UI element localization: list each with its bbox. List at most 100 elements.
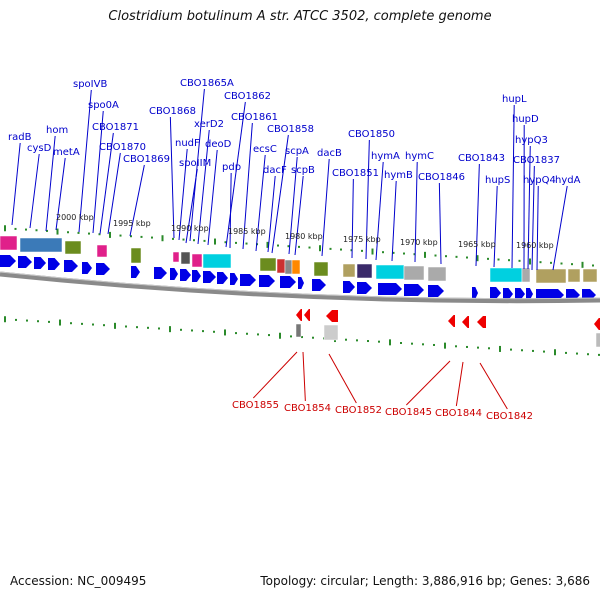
feature-box <box>403 265 425 281</box>
forward-gene-arrow <box>240 274 256 286</box>
forward-leader-line <box>375 161 384 261</box>
inner-tick <box>114 322 116 329</box>
inner-tick <box>103 324 105 327</box>
forward-leader-line <box>414 161 418 263</box>
outer-tick <box>539 261 542 264</box>
inner-tick <box>543 350 545 353</box>
forward-gene-label: hypQ4 <box>523 175 556 186</box>
feature-box <box>295 323 302 338</box>
forward-leader-line <box>45 135 56 232</box>
forward-leader-line <box>189 88 205 242</box>
inner-tick <box>202 330 204 333</box>
inner-tick <box>147 326 149 329</box>
forward-gene-arrow <box>18 256 32 268</box>
forward-gene-arrow <box>192 270 201 282</box>
inner-tick <box>81 322 83 325</box>
outer-tick <box>392 251 395 254</box>
outer-tick <box>25 228 27 231</box>
forward-leader-line <box>169 116 175 239</box>
kbp-label: 1970 kbp <box>400 238 438 247</box>
inner-tick <box>554 349 556 356</box>
inner-tick <box>4 316 6 323</box>
inner-tick <box>268 334 270 337</box>
forward-leader-line <box>267 175 276 253</box>
forward-gene-arrow <box>131 266 140 278</box>
forward-gene-arrow <box>378 283 402 295</box>
outer-tick <box>592 264 594 267</box>
forward-leader-line <box>78 89 92 233</box>
feature-box <box>291 259 301 275</box>
feature-box <box>323 324 339 341</box>
reverse-gene-label: CBO1854 <box>284 403 331 414</box>
feature-box <box>595 332 600 348</box>
forward-gene-label: CBO1846 <box>418 172 465 183</box>
inner-tick <box>488 347 490 350</box>
feature-box <box>284 259 293 275</box>
outer-tick <box>266 241 269 248</box>
forward-gene-label: hymC <box>405 151 434 162</box>
forward-leader-line <box>207 149 218 246</box>
forward-gene-arrow <box>259 275 275 287</box>
outer-tick <box>172 237 174 240</box>
genome-backbone-highlight <box>0 271 600 300</box>
forward-leader-line <box>11 142 21 226</box>
inner-tick <box>279 332 281 339</box>
inner-tick <box>499 345 501 352</box>
feature-box <box>180 251 191 265</box>
label-layer: 2000 kbp 1995 kbp 1990 kbp 1985 kbp 1980 kbp… <box>8 78 581 422</box>
inner-tick <box>191 329 193 332</box>
forward-leader-line <box>92 110 104 234</box>
kbp-label: 1995 kbp <box>113 219 151 228</box>
forward-leader-line <box>288 156 298 255</box>
forward-gene-label: metA <box>53 147 80 158</box>
reverse-gene-arrow <box>462 316 469 328</box>
outer-tick <box>88 232 90 235</box>
outer-tick <box>224 241 227 244</box>
forward-gene-arrow <box>48 258 60 270</box>
reverse-gene-arrow <box>304 309 310 321</box>
inner-tick <box>257 333 259 336</box>
forward-gene-label: spoIVB <box>73 79 107 90</box>
inner-tick <box>510 348 512 351</box>
forward-gene-label: hymA <box>371 151 400 162</box>
feature-box <box>375 264 405 280</box>
forward-gene-arrow <box>503 288 513 300</box>
forward-gene-label: CBO1858 <box>267 124 314 135</box>
feature-box <box>567 268 581 283</box>
outer-tick <box>319 245 321 252</box>
forward-leader-line <box>536 185 539 271</box>
reverse-leader-line <box>328 353 357 404</box>
forward-gene-label: hupS <box>485 175 510 186</box>
forward-leader-line <box>178 148 188 241</box>
inner-tick <box>345 338 347 341</box>
outer-tick <box>130 235 132 238</box>
inner-tick <box>400 342 402 344</box>
outer-tick <box>119 234 122 237</box>
outer-tick <box>56 228 59 235</box>
forward-leader-line <box>531 165 535 271</box>
inner-tick <box>477 346 479 349</box>
outer-tick <box>340 248 342 251</box>
forward-gene-label: cysD <box>27 143 52 154</box>
forward-gene-label: CBO1843 <box>458 153 505 164</box>
feature-box <box>276 258 286 274</box>
reverse-gene-arrow <box>326 310 338 322</box>
reverse-leader-line <box>252 351 298 399</box>
outer-tick <box>67 231 69 234</box>
forward-gene-label: pdp <box>222 162 241 173</box>
outer-tick <box>98 233 101 236</box>
outer-tick <box>235 241 237 244</box>
outer-tick <box>424 251 426 258</box>
forward-leader-line <box>493 185 498 268</box>
forward-gene-label: nudF <box>175 138 200 149</box>
forward-gene-label: CBO1868 <box>149 106 196 117</box>
forward-leader-line <box>197 129 210 245</box>
forward-gene-label: hypQ3 <box>515 135 548 146</box>
forward-gene-label: CBO1869 <box>123 154 170 165</box>
forward-gene-arrow <box>472 287 478 299</box>
feature-box <box>96 244 108 258</box>
outer-tick <box>550 261 552 264</box>
inner-tick <box>48 320 50 323</box>
reverse-leader-line <box>455 361 464 407</box>
reverse-leader-line <box>302 351 306 402</box>
